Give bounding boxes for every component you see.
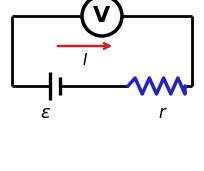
Text: V: V (93, 6, 111, 26)
Circle shape (82, 0, 122, 36)
Text: r: r (159, 104, 165, 122)
Text: I: I (83, 53, 87, 68)
Text: ε: ε (40, 104, 50, 122)
